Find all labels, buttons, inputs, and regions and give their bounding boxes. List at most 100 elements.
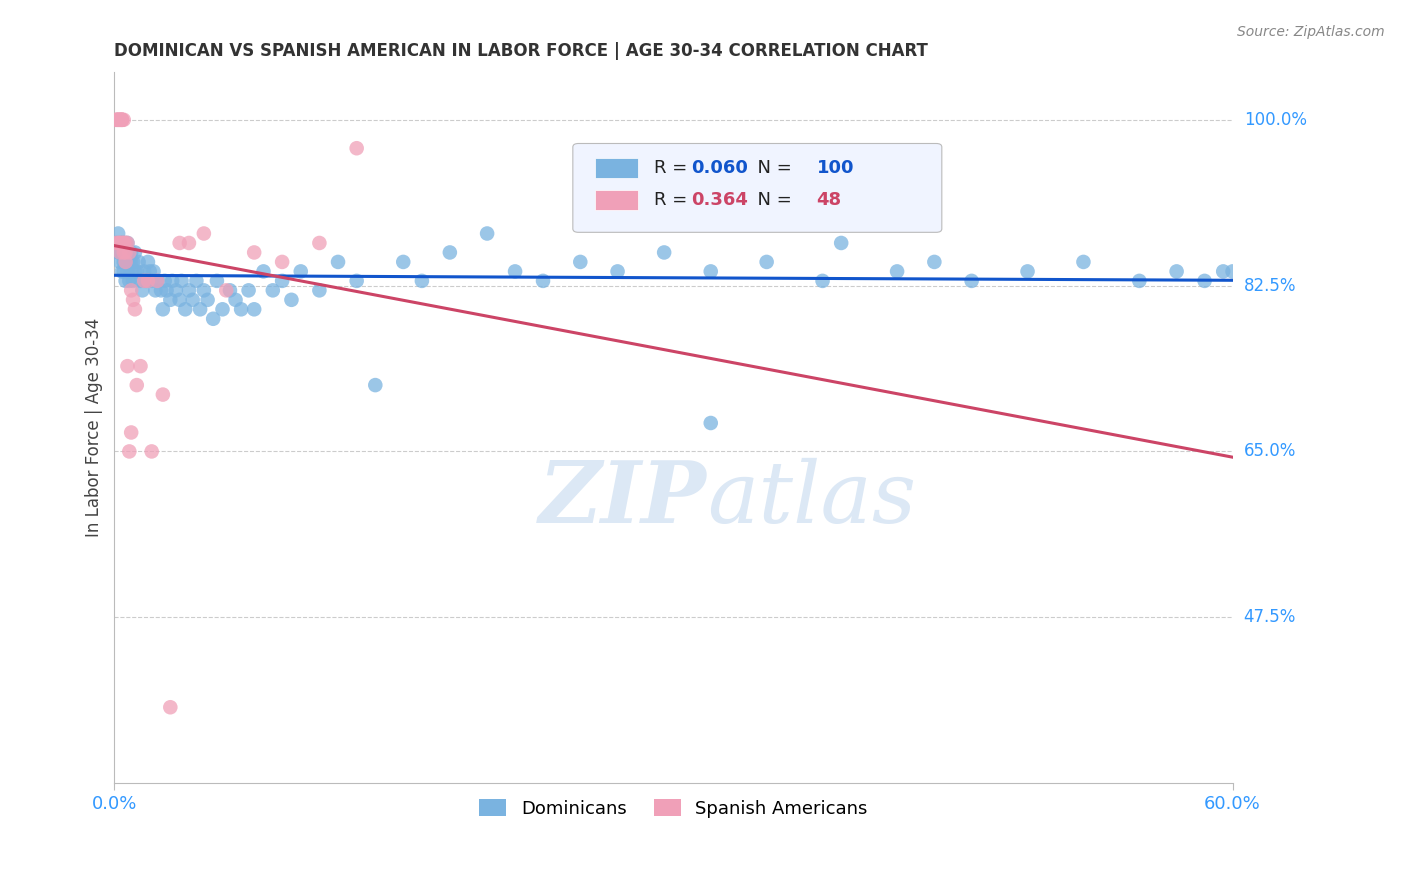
Text: 0.060: 0.060 [692, 160, 748, 178]
Point [114, 274, 136, 288]
Point [280, 293, 302, 307]
Point [105, 112, 128, 127]
Point [131, 284, 153, 298]
Point [108, 235, 131, 250]
Point [186, 274, 208, 288]
Point [118, 274, 141, 288]
Point [1073, 255, 1095, 269]
Text: 65.0%: 65.0% [1244, 442, 1296, 460]
Point [886, 264, 908, 278]
Point [112, 264, 135, 278]
Point [755, 255, 778, 269]
Point [271, 255, 294, 269]
Point [117, 264, 139, 278]
Point [120, 425, 142, 440]
Text: R =: R = [654, 160, 693, 178]
Point [114, 255, 136, 269]
Point [108, 112, 131, 127]
Point [160, 274, 183, 288]
Point [111, 235, 134, 250]
Point [114, 235, 136, 250]
Point [112, 235, 135, 250]
Point [652, 245, 675, 260]
Point [139, 264, 162, 278]
Point [308, 284, 330, 298]
Point [243, 302, 266, 317]
Point [1017, 264, 1039, 278]
Point [122, 255, 145, 269]
Point [122, 274, 145, 288]
Point [181, 293, 204, 307]
Point [108, 235, 131, 250]
Point [107, 112, 129, 127]
Point [346, 274, 368, 288]
FancyBboxPatch shape [572, 144, 942, 232]
Point [120, 264, 142, 278]
Point [107, 245, 129, 260]
Point [111, 112, 134, 127]
Point [114, 255, 136, 269]
Point [145, 284, 167, 298]
Point [569, 255, 592, 269]
Point [122, 293, 145, 307]
Point [107, 112, 129, 127]
Point [211, 302, 233, 317]
Point [120, 245, 142, 260]
Point [118, 444, 141, 458]
Point [120, 284, 142, 298]
Point [105, 112, 128, 127]
FancyBboxPatch shape [595, 190, 638, 211]
Point [1212, 264, 1234, 278]
Text: DOMINICAN VS SPANISH AMERICAN IN LABOR FORCE | AGE 30-34 CORRELATION CHART: DOMINICAN VS SPANISH AMERICAN IN LABOR F… [114, 42, 928, 60]
Point [169, 235, 191, 250]
Point [225, 293, 247, 307]
FancyBboxPatch shape [595, 159, 638, 178]
Point [111, 245, 134, 260]
Point [326, 255, 349, 269]
Point [159, 293, 181, 307]
Point [125, 378, 148, 392]
Point [117, 255, 139, 269]
Point [111, 112, 134, 127]
Point [811, 274, 834, 288]
Point [193, 227, 215, 241]
Point [238, 284, 260, 298]
Point [155, 284, 177, 298]
Point [1166, 264, 1188, 278]
Point [439, 245, 461, 260]
Point [128, 255, 150, 269]
Point [152, 302, 174, 317]
Point [124, 302, 146, 317]
Text: 100: 100 [817, 160, 853, 178]
Point [1194, 274, 1216, 288]
Point [392, 255, 415, 269]
Point [136, 255, 159, 269]
Text: N =: N = [747, 160, 797, 178]
Point [243, 245, 266, 260]
Point [112, 245, 135, 260]
Point [830, 235, 852, 250]
Point [205, 274, 228, 288]
Point [290, 264, 312, 278]
Point [108, 245, 131, 260]
Point [135, 274, 157, 288]
Point [134, 264, 156, 278]
Point [129, 274, 152, 288]
Point [117, 235, 139, 250]
Text: 82.5%: 82.5% [1244, 277, 1296, 294]
Point [531, 274, 554, 288]
Point [108, 112, 131, 127]
Text: R =: R = [654, 192, 693, 210]
Point [112, 112, 135, 127]
Point [215, 284, 238, 298]
Point [271, 274, 294, 288]
Point [411, 274, 433, 288]
Point [960, 274, 983, 288]
Point [117, 359, 139, 373]
Point [262, 284, 284, 298]
Point [346, 141, 368, 155]
Point [252, 264, 274, 278]
Point [114, 235, 136, 250]
Point [152, 387, 174, 401]
Point [503, 264, 526, 278]
